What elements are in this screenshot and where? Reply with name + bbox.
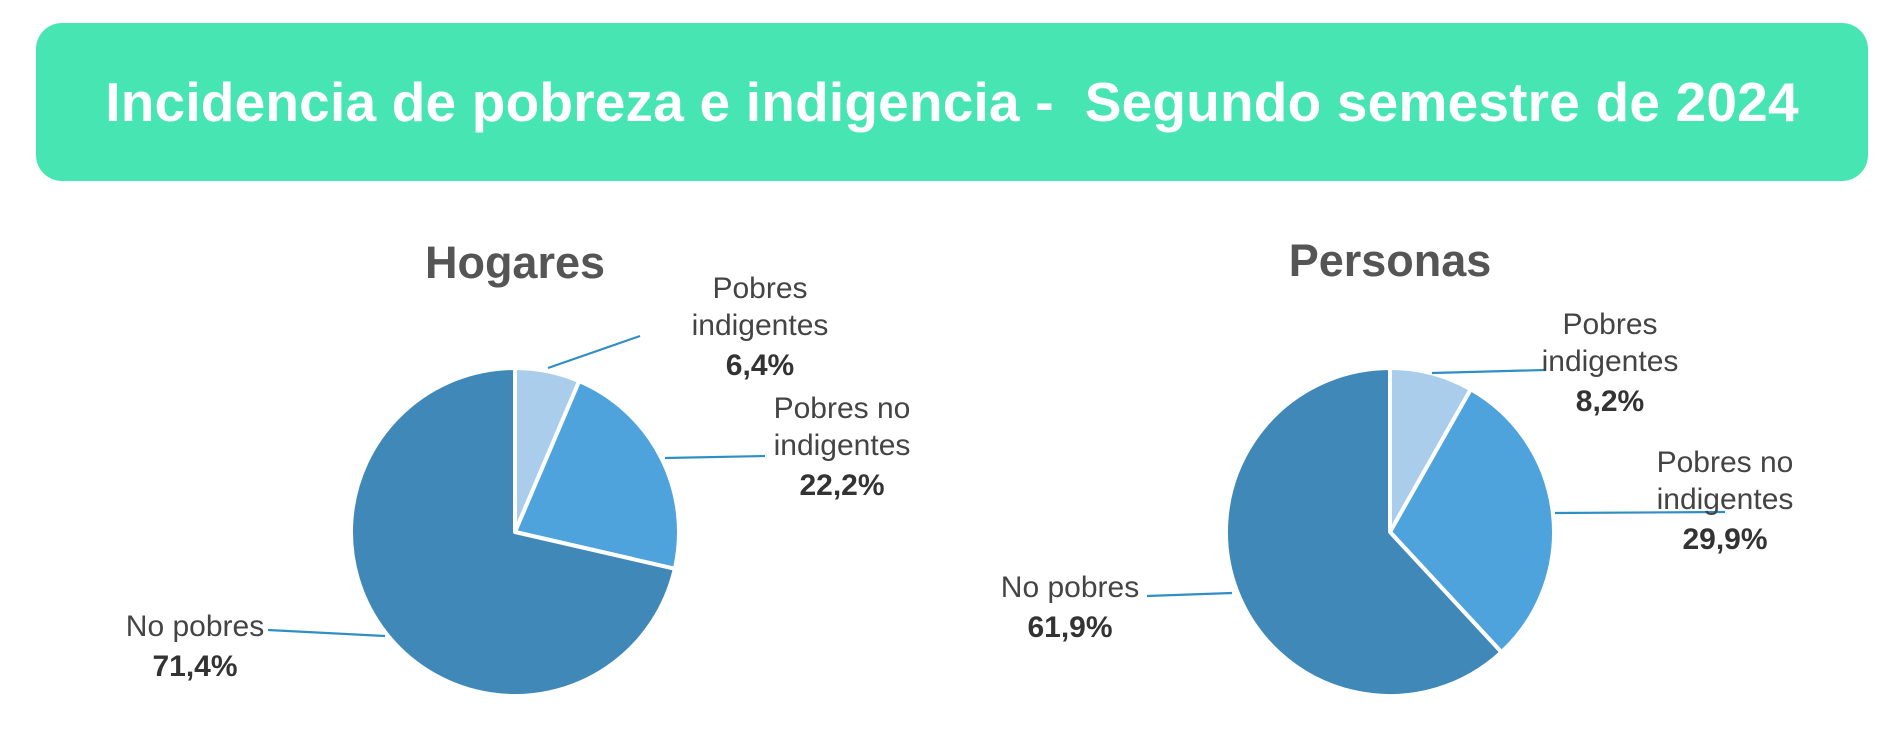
leader-line-hogares-pobres-no-indigentes bbox=[664, 454, 766, 460]
page-title: Incidencia de pobreza e indigencia - Seg… bbox=[105, 71, 1799, 133]
slice-label-text: No pobres bbox=[126, 610, 264, 643]
slice-label-text: Pobres no bbox=[774, 392, 911, 425]
pie-slice-hogares-pobres-no-indigentes bbox=[513, 379, 681, 571]
header-banner: Incidencia de pobreza e indigencia - Seg… bbox=[36, 23, 1868, 181]
slice-label-personas-no-pobres: No pobres 61,9% bbox=[1001, 571, 1139, 644]
slice-label-hogares-pobres-indigentes: Pobres indigentes 6,4% bbox=[692, 272, 829, 382]
slice-label-text: indigentes bbox=[1657, 483, 1794, 516]
slice-label-hogares-pobres-no-indigentes: Pobres no indigentes 22,2% bbox=[774, 392, 911, 502]
pie-slice-personas-pobres-no-indigentes bbox=[1388, 387, 1556, 655]
chart-title-personas: Personas bbox=[1289, 235, 1492, 286]
slice-label-text: indigentes bbox=[692, 309, 829, 342]
slice-label-text: indigentes bbox=[774, 429, 911, 462]
slice-label-text: Pobres no bbox=[1657, 446, 1794, 479]
pie-chart-personas: Personas Pobres indigentes 8,2% Pobres no in… bbox=[1001, 235, 1794, 698]
slice-label-text: Pobres bbox=[712, 272, 807, 305]
slice-label-text: No pobres bbox=[1001, 571, 1139, 604]
pie-chart-hogares: Hogares Pobres indigentes 6,4% Pobres no ind… bbox=[126, 237, 911, 698]
pie-slice-hogares-no-pobres bbox=[349, 366, 677, 698]
slice-label-text: indigentes bbox=[1542, 345, 1679, 378]
slice-value-label: 6,4% bbox=[726, 349, 794, 382]
leader-line-hogares-pobres-indigentes bbox=[547, 334, 641, 370]
slice-label-personas-pobres-no-indigentes: Pobres no indigentes 29,9% bbox=[1657, 446, 1794, 556]
slice-value-label: 29,9% bbox=[1682, 523, 1767, 556]
slice-value-label: 61,9% bbox=[1027, 611, 1112, 644]
slice-value-label: 8,2% bbox=[1576, 385, 1644, 418]
leader-line-personas-pobres-no-indigentes bbox=[1554, 510, 1726, 515]
slice-label-hogares-no-pobres: No pobres 71,4% bbox=[126, 610, 264, 683]
slice-label-text: Pobres bbox=[1562, 308, 1657, 341]
leader-line-personas-pobres-indigentes bbox=[1431, 368, 1546, 375]
pie-slice-personas-no-pobres bbox=[1224, 366, 1504, 698]
slice-value-label: 22,2% bbox=[799, 469, 884, 502]
leader-line-hogares-no-pobres bbox=[267, 628, 386, 638]
leader-line-personas-no-pobres bbox=[1146, 591, 1233, 598]
slice-label-personas-pobres-indigentes: Pobres indigentes 8,2% bbox=[1542, 308, 1679, 418]
chart-title-hogares: Hogares bbox=[425, 237, 605, 288]
slice-value-label: 71,4% bbox=[152, 650, 237, 683]
